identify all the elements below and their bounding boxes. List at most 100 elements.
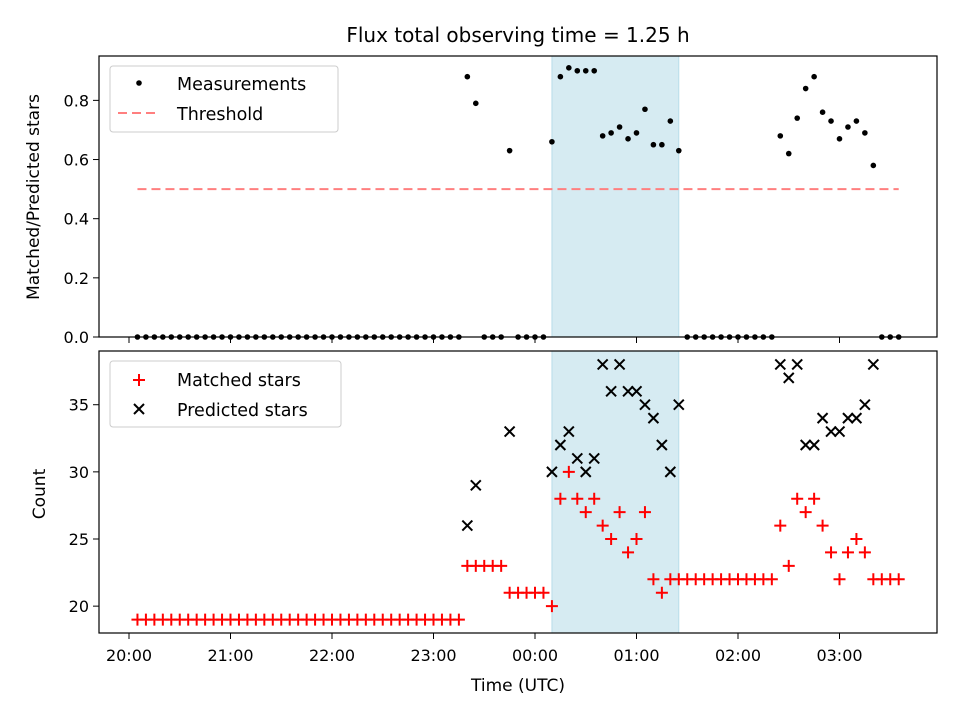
measurement-point	[802, 85, 809, 92]
predicted-star-point	[546, 466, 558, 478]
matched-star-point	[588, 492, 601, 505]
predicted-star-point	[588, 452, 600, 465]
measurement-point	[785, 150, 792, 157]
matched-star-point	[799, 506, 812, 519]
predicted-star-point	[783, 372, 795, 384]
matched-star-point	[816, 519, 829, 532]
predicted-star-point	[613, 358, 626, 371]
x-tick-label: 21:00	[207, 646, 253, 665]
predicted-star-point	[580, 466, 592, 478]
measurement-point	[557, 73, 564, 80]
predicted-star-point	[630, 385, 643, 397]
predicted-star-point	[656, 439, 668, 451]
x-tick-label: 22:00	[309, 646, 355, 665]
matched-star-point	[554, 492, 567, 505]
predicted-star-point	[833, 425, 846, 438]
measurement-point	[566, 65, 572, 71]
predicted-star-point	[571, 452, 583, 465]
legend-predicted-label: Predicted stars	[177, 401, 308, 421]
matched-star-point	[858, 546, 871, 559]
bottom-yticks: 20 25 30 35	[69, 396, 99, 616]
predicted-star-point	[842, 412, 854, 424]
bottom-shaded-span	[551, 350, 680, 634]
measurement-point	[650, 141, 657, 148]
measurement-point	[506, 147, 513, 154]
measurement-point	[836, 136, 843, 142]
matched-star-point	[630, 533, 643, 545]
matched-star-point	[596, 519, 609, 532]
matched-star-point	[622, 546, 635, 559]
legend-matched-marker	[133, 374, 145, 386]
y-tick-label: 20	[69, 597, 89, 616]
predicted-star-point	[774, 358, 786, 371]
top-legend: Measurements Threshold	[109, 65, 339, 133]
bottom-panel: 20 25 30 35 20:00 21:00 22:00 23:00 00:00 01:00 0…	[30, 350, 938, 696]
predicted-star-point	[859, 399, 871, 411]
measurement-point	[659, 141, 665, 148]
y-tick-label: 0.4	[64, 210, 89, 229]
matched-star-point	[833, 573, 846, 586]
matched-star-point	[808, 492, 821, 505]
matched-star-point	[613, 506, 626, 519]
legend-measurements-label: Measurements	[177, 75, 306, 95]
top-xticks	[128, 337, 840, 343]
matched-star-point	[452, 613, 465, 626]
predicted-star-point	[825, 425, 837, 438]
x-tick-label: 02:00	[715, 646, 761, 665]
predicted-star-point	[664, 466, 677, 478]
measurement-point	[591, 67, 598, 74]
predicted-star-point	[622, 385, 634, 397]
matched-star-point	[545, 600, 558, 613]
y-tick-label: 0.2	[64, 269, 89, 288]
matched-star-point	[850, 533, 863, 545]
top-panel: 0.00.20.40.60.8 Matched/Predicted stars …	[24, 55, 938, 347]
x-tick-label: 00:00	[512, 646, 558, 665]
y-tick-label: 0.0	[64, 328, 89, 347]
legend-threshold-label: Threshold	[176, 105, 263, 125]
matched-star-point	[605, 533, 618, 545]
measurement-point	[828, 118, 834, 124]
predicted-star-point	[808, 439, 820, 451]
measurement-point	[582, 67, 589, 74]
bottom-points	[131, 358, 905, 626]
matched-star-point	[571, 492, 584, 505]
matched-star-point	[791, 492, 804, 505]
predicted-star-point	[563, 425, 575, 438]
predicted-star-point	[503, 425, 516, 438]
y-tick-label: 0.6	[64, 151, 89, 170]
chart-title: Flux total observing time = 1.25 h	[346, 23, 689, 47]
measurement-point	[862, 130, 868, 136]
bottom-legend: Matched stars Predicted stars	[109, 360, 342, 428]
y-tick-label: 30	[69, 463, 89, 482]
bottom-ylabel: Count	[30, 468, 50, 519]
matched-star-point	[537, 586, 550, 599]
predicted-star-point	[816, 412, 829, 424]
matched-star-point	[579, 506, 592, 519]
measurement-point	[472, 100, 479, 107]
matched-star-point	[638, 506, 651, 519]
y-tick-label: 35	[69, 396, 89, 415]
y-tick-label: 25	[69, 530, 89, 549]
matched-star-point	[841, 546, 854, 559]
predicted-star-point	[850, 412, 863, 424]
x-tick-label: 23:00	[410, 646, 456, 665]
matched-star-point	[495, 559, 508, 572]
matched-star-point	[647, 573, 660, 586]
top-legend-box	[109, 65, 339, 133]
predicted-star-point	[596, 358, 609, 371]
measurement-point	[845, 124, 851, 130]
predicted-star-point	[639, 399, 651, 411]
top-ylabel: Matched/Predicted stars	[24, 94, 44, 300]
predicted-star-point	[791, 358, 803, 371]
matched-star-point	[765, 573, 778, 586]
x-tick-label: 20:00	[106, 646, 152, 665]
measurement-point	[667, 118, 674, 124]
matched-star-point	[782, 559, 795, 572]
predicted-star-point	[470, 479, 482, 491]
measurement-point	[616, 124, 623, 130]
top-yticks: 0.0 0.2 0.4 0.6 0.8	[64, 91, 99, 347]
measurement-point	[819, 109, 826, 115]
measurement-point	[675, 147, 682, 154]
predicted-star-point	[799, 439, 812, 451]
